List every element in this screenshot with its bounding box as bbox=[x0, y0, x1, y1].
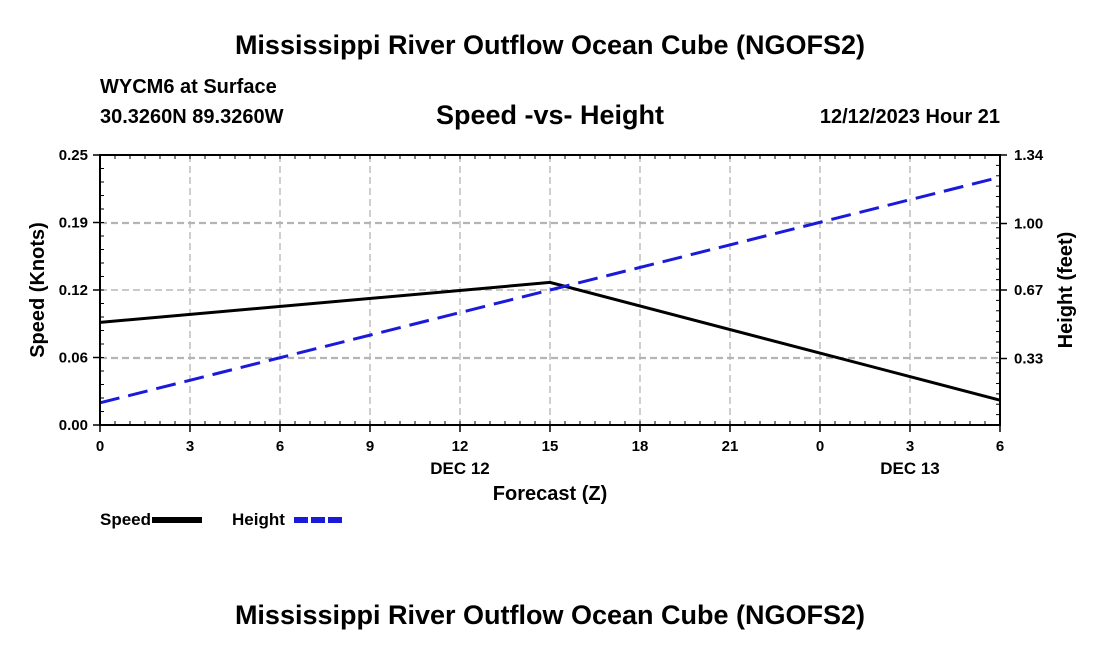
y-tick-label: 0.25 bbox=[59, 147, 88, 164]
grid-layer bbox=[100, 155, 1000, 425]
x-tick-label: 12 bbox=[452, 438, 469, 455]
y2-tick-label: 1.00 bbox=[1014, 216, 1043, 233]
chart-subtitle: Speed -vs- Height bbox=[435, 100, 665, 130]
y2-tick-label: 0.33 bbox=[1014, 351, 1043, 368]
x-tick-label: 21 bbox=[722, 438, 739, 455]
x-tick-label: 3 bbox=[186, 438, 194, 455]
y2-axis-title: Height (feet) bbox=[1055, 232, 1077, 349]
x-tick-label: 15 bbox=[542, 438, 559, 455]
x-tick-label: 0 bbox=[96, 438, 104, 455]
y-tick-label: 0.19 bbox=[59, 215, 88, 232]
footer-title: Mississippi River Outflow Ocean Cube (NG… bbox=[234, 600, 866, 630]
y-axis-title: Speed (Knots) bbox=[27, 222, 49, 358]
y2-tick-label: 0.67 bbox=[1014, 282, 1043, 299]
x-tick-label: 0 bbox=[816, 438, 824, 455]
y2-tick-label: 1.34 bbox=[1014, 147, 1044, 164]
speed-height-chart: 0 3 6 9 12 15 18 21 0 3 6 DEC 12 DEC 13 0.00 0.06 0.12 0… bbox=[27, 147, 1077, 529]
x-tick-label: 3 bbox=[906, 438, 914, 455]
y-tick-label: 0.12 bbox=[59, 282, 88, 299]
series-line-speed bbox=[99, 280, 1001, 402]
x-tick-label: 6 bbox=[996, 438, 1004, 455]
x-tick-label: 9 bbox=[366, 438, 374, 455]
legend: Speed Height bbox=[100, 510, 344, 529]
date-label: DEC 12 bbox=[430, 459, 490, 478]
y-tick-label: 0.06 bbox=[59, 350, 88, 367]
station-coordinates: 30.3260N 89.3260W bbox=[100, 106, 284, 128]
legend-label-height: Height bbox=[232, 510, 285, 529]
series-line-height bbox=[99, 175, 1001, 405]
forecast-datetime: 12/12/2023 Hour 21 bbox=[819, 106, 1000, 128]
y-tick-label: 0.00 bbox=[59, 417, 88, 434]
station-label: WYCM6 at Surface bbox=[100, 76, 277, 98]
main-title: Mississippi River Outflow Ocean Cube (NG… bbox=[234, 30, 866, 60]
legend-label-speed: Speed bbox=[100, 510, 151, 529]
x-tick-label: 18 bbox=[632, 438, 649, 455]
date-label: DEC 13 bbox=[880, 459, 940, 478]
x-tick-label: 6 bbox=[276, 438, 284, 455]
series-layer bbox=[99, 175, 1001, 405]
x-axis-title: Forecast (Z) bbox=[493, 483, 607, 505]
axis-layer: 0 3 6 9 12 15 18 21 0 3 6 DEC 12 DEC 13 0.00 0.06 0.12 0… bbox=[59, 147, 1044, 478]
